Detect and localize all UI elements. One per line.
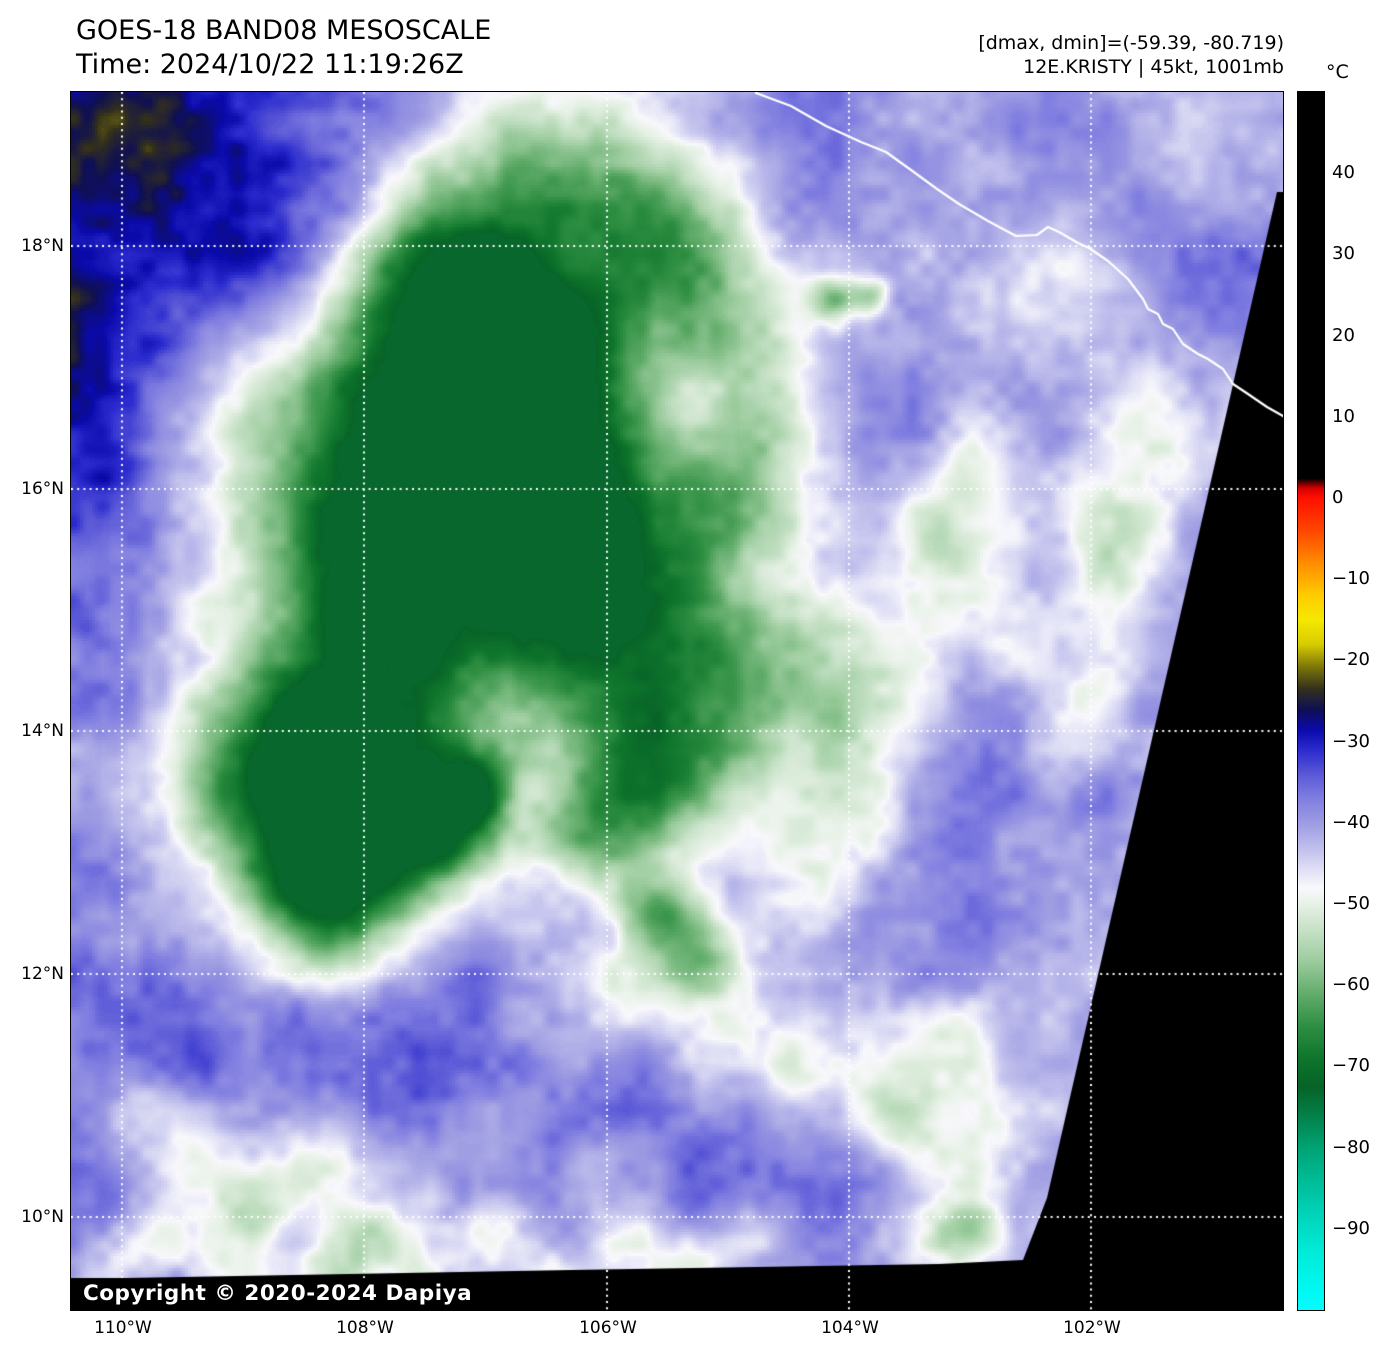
dmax-dmin-annotation: [dmax, dmin]=(-59.39, -80.719) <box>978 32 1284 54</box>
colorbar-tick-label: 20 <box>1332 324 1355 346</box>
colorbar-tick-label: −50 <box>1332 893 1370 914</box>
lat-tick-label: 16°N <box>21 479 64 499</box>
colorbar-tick-label: −70 <box>1332 1055 1370 1077</box>
lat-tick-label: 18°N <box>21 236 64 256</box>
colorbar-tick-label: −10 <box>1332 568 1370 590</box>
colorbar-tick-label: 40 <box>1332 162 1355 184</box>
lat-tick-label: 14°N <box>21 721 64 741</box>
colorbar-tick-label: −90 <box>1332 1217 1370 1239</box>
annotation-block: [dmax, dmin]=(-59.39, -80.719) 12E.KRIST… <box>978 31 1284 79</box>
colorbar-tick-label: 0 <box>1332 487 1344 508</box>
colorbar-tick-label: 10 <box>1332 405 1355 427</box>
lon-tick-label: 108°W <box>336 1318 394 1338</box>
lon-tick-label: 104°W <box>821 1318 879 1338</box>
plot-timestamp: Time: 2024/10/22 11:19:26Z <box>76 49 464 80</box>
lon-tick-label: 106°W <box>579 1318 637 1338</box>
copyright-text: Copyright © 2020-2024 Dapiya <box>83 1281 473 1306</box>
lat-tick-label: 12°N <box>21 964 64 984</box>
lon-tick-label: 110°W <box>94 1318 152 1338</box>
colorbar-tick-label: 30 <box>1332 243 1355 265</box>
title-block: GOES-18 BAND08 MESOSCALE Time: 2024/10/2… <box>76 14 491 82</box>
plot-title: GOES-18 BAND08 MESOSCALE <box>76 15 492 46</box>
lon-tick-label: 102°W <box>1063 1318 1121 1338</box>
temperature-colorbar <box>1297 91 1325 1311</box>
colorbar-tick-label: −60 <box>1332 974 1370 996</box>
lat-tick-label: 10°N <box>21 1207 64 1227</box>
colorbar-tick-label: −30 <box>1332 730 1370 752</box>
colorbar-unit-label: °C <box>1326 61 1349 83</box>
colorbar-tick-label: −20 <box>1332 649 1370 671</box>
satellite-map: Copyright © 2020-2024 Dapiya <box>70 91 1284 1311</box>
storm-info-annotation: 12E.KRISTY | 45kt, 1001mb <box>1023 56 1284 78</box>
colorbar-tick-label: −40 <box>1332 811 1370 833</box>
satellite-image-canvas <box>71 92 1283 1310</box>
colorbar-tick-label: −80 <box>1332 1136 1370 1158</box>
